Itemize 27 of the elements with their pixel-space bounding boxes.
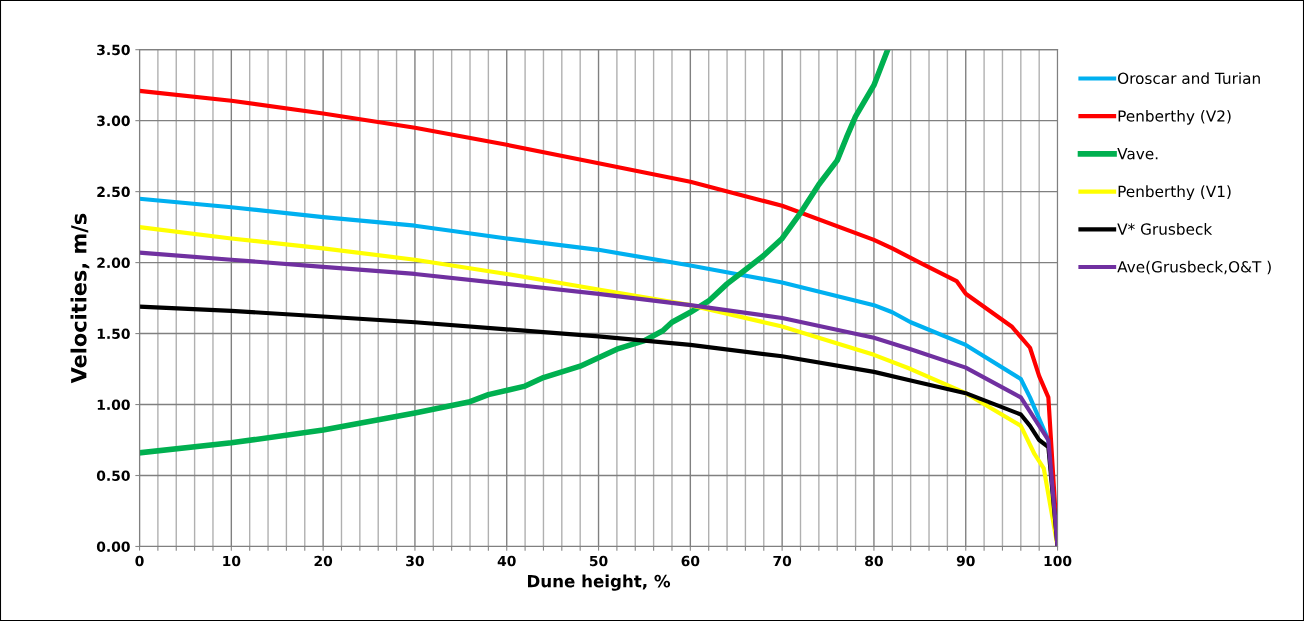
legend-label: V* Grusbeck bbox=[1117, 223, 1213, 235]
legend-label: Penberthy (V1) bbox=[1118, 185, 1231, 201]
legend-label: Oroscar and Turian bbox=[1118, 72, 1260, 85]
y-tick-label: 0.00 bbox=[96, 541, 130, 552]
x-tick-label: 40 bbox=[497, 555, 516, 567]
y-tick-label: 3.00 bbox=[97, 115, 130, 127]
y-axis-title: Velocities, m/s bbox=[70, 213, 90, 384]
y-tick-label: 0.50 bbox=[96, 470, 130, 481]
x-tick-label: 30 bbox=[406, 555, 424, 567]
x-tick-label: 10 bbox=[223, 555, 241, 567]
x-tick-label: 70 bbox=[773, 555, 792, 567]
y-tick-label: 1.00 bbox=[97, 399, 130, 411]
x-tick-label: 90 bbox=[956, 555, 975, 567]
x-tick-label: 100 bbox=[1044, 555, 1072, 567]
x-axis-title: Dune height, % bbox=[527, 574, 671, 591]
y-tick-label: 2.00 bbox=[97, 257, 130, 269]
y-tick-label: 2.50 bbox=[97, 186, 130, 198]
y-tick-label: 3.50 bbox=[97, 44, 130, 56]
x-tick-label: 50 bbox=[589, 555, 608, 567]
legend-label: Ave(Grusbeck,O&T ) bbox=[1117, 260, 1271, 275]
legend-label: Vave. bbox=[1117, 148, 1158, 160]
x-tick-label: 20 bbox=[314, 555, 333, 567]
x-tick-label: 80 bbox=[865, 555, 883, 567]
x-tick-label: 60 bbox=[681, 555, 700, 567]
legend-label: Penberthy (V2) bbox=[1118, 109, 1231, 125]
x-tick-label: 0 bbox=[135, 555, 144, 567]
y-tick-label: 1.50 bbox=[97, 328, 130, 340]
